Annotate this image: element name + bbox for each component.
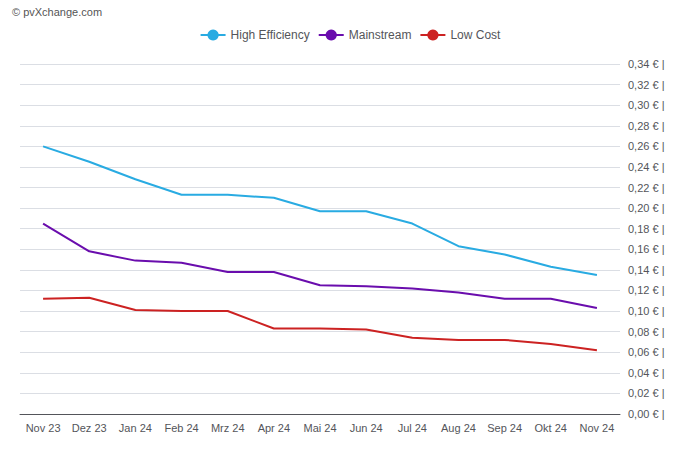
- svg-text:0,18 € |: 0,18 € |: [628, 223, 665, 235]
- svg-text:0,16 € |: 0,16 € |: [628, 243, 665, 255]
- svg-text:High Efficiency: High Efficiency: [231, 28, 310, 42]
- svg-text:0,28 € |: 0,28 € |: [628, 120, 665, 132]
- svg-text:0,08 € |: 0,08 € |: [628, 326, 665, 338]
- svg-text:Mai 24: Mai 24: [303, 422, 336, 434]
- svg-text:0,26 € |: 0,26 € |: [628, 140, 665, 152]
- svg-text:Jun 24: Jun 24: [350, 422, 383, 434]
- svg-text:0,10 € |: 0,10 € |: [628, 305, 665, 317]
- svg-text:Sep 24: Sep 24: [487, 422, 522, 434]
- svg-text:0,34 € |: 0,34 € |: [628, 58, 665, 70]
- svg-text:Nov 24: Nov 24: [579, 422, 614, 434]
- svg-text:0,14 € |: 0,14 € |: [628, 264, 665, 276]
- svg-text:0,12 € |: 0,12 € |: [628, 284, 665, 296]
- svg-text:0,04 € |: 0,04 € |: [628, 367, 665, 379]
- svg-text:© pvXchange.com: © pvXchange.com: [12, 6, 102, 18]
- svg-text:0,00 € |: 0,00 € |: [628, 408, 665, 420]
- svg-text:0,06 € |: 0,06 € |: [628, 346, 665, 358]
- svg-text:0,02 € |: 0,02 € |: [628, 387, 665, 399]
- svg-text:0,30 € |: 0,30 € |: [628, 99, 665, 111]
- svg-text:Feb 24: Feb 24: [164, 422, 198, 434]
- svg-text:Mrz 24: Mrz 24: [211, 422, 245, 434]
- svg-text:Dez 23: Dez 23: [72, 422, 107, 434]
- svg-text:Okt 24: Okt 24: [535, 422, 567, 434]
- svg-text:Nov 23: Nov 23: [26, 422, 61, 434]
- svg-text:0,20 € |: 0,20 € |: [628, 202, 665, 214]
- svg-text:Jan 24: Jan 24: [119, 422, 152, 434]
- svg-text:Jul 24: Jul 24: [398, 422, 427, 434]
- svg-text:0,32 € |: 0,32 € |: [628, 79, 665, 91]
- svg-text:Apr 24: Apr 24: [258, 422, 290, 434]
- svg-text:0,24 € |: 0,24 € |: [628, 161, 665, 173]
- svg-text:Aug 24: Aug 24: [441, 422, 476, 434]
- svg-text:Low Cost: Low Cost: [450, 28, 501, 42]
- svg-text:0,22 € |: 0,22 € |: [628, 182, 665, 194]
- svg-text:Mainstream: Mainstream: [349, 28, 412, 42]
